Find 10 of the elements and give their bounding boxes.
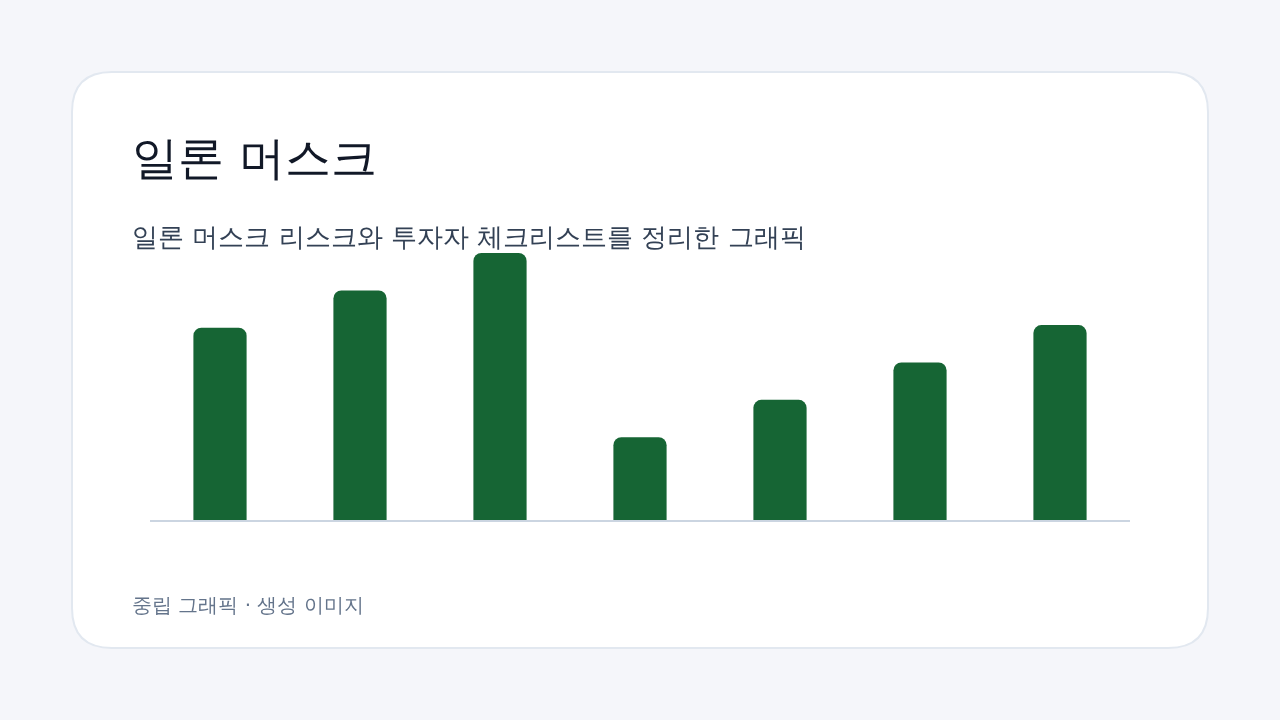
chart-subtitle: 일론 머스크 리스크와 투자자 체크리스트를 정리한 그래픽 bbox=[132, 222, 806, 252]
bar bbox=[333, 290, 387, 520]
text: 중립 그래픽 · 생성 이미지 bbox=[132, 593, 364, 617]
bar bbox=[473, 253, 527, 520]
chart-title: 일론 머스크 bbox=[132, 131, 377, 185]
bar bbox=[613, 437, 667, 520]
bar bbox=[1033, 325, 1087, 520]
bar bbox=[753, 399, 807, 520]
bar bbox=[893, 362, 947, 520]
bar bbox=[193, 327, 247, 520]
